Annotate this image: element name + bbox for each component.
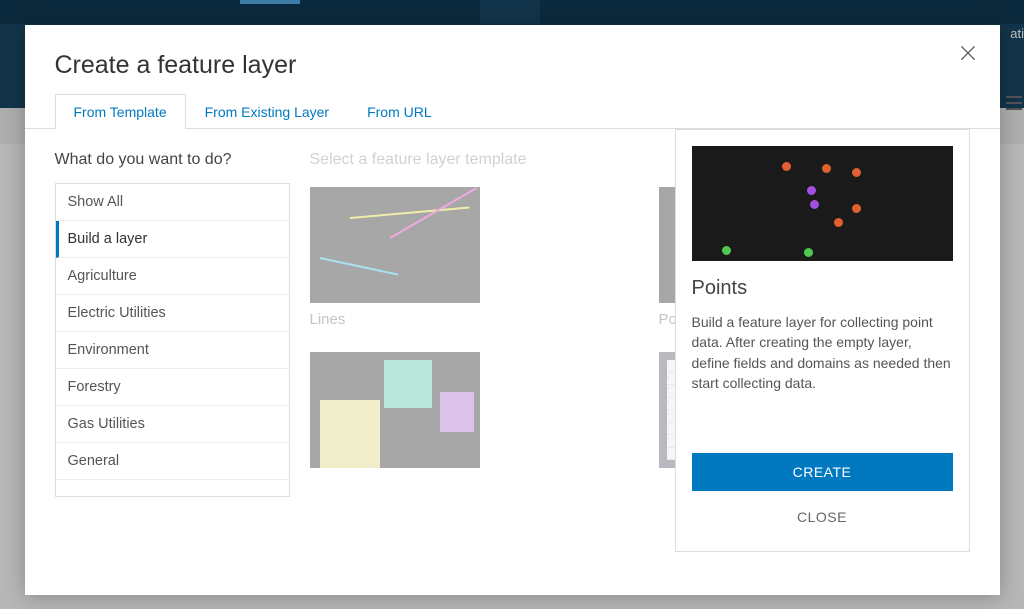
template-card[interactable] (310, 352, 629, 468)
category-item[interactable]: Gas Utilities (56, 406, 289, 443)
detail-title: Points (692, 277, 953, 300)
modal-title: Create a feature layer (25, 25, 1000, 94)
tab-row: From TemplateFrom Existing LayerFrom URL (25, 94, 1000, 129)
close-icon[interactable] (958, 43, 978, 68)
category-item[interactable]: Agriculture (56, 258, 289, 295)
create-button[interactable]: CREATE (692, 453, 953, 491)
point-marker (822, 164, 831, 173)
create-feature-layer-modal: Create a feature layer From TemplateFrom… (25, 25, 1000, 595)
detail-panel: Points Build a feature layer for collect… (675, 129, 970, 552)
point-marker (834, 218, 843, 227)
template-label: Lines (310, 311, 629, 328)
detail-description: Build a feature layer for collecting poi… (692, 312, 953, 393)
template-thumbnail (310, 352, 480, 468)
tab-from-template[interactable]: From Template (55, 94, 186, 129)
detail-thumbnail (692, 146, 953, 261)
modal-overlay: Create a feature layer From TemplateFrom… (0, 0, 1024, 609)
tab-from-existing-layer[interactable]: From Existing Layer (186, 94, 348, 129)
detail-actions: CREATE CLOSE (692, 453, 953, 535)
modal-body: What do you want to do? Show AllBuild a … (25, 129, 1000, 497)
category-item[interactable]: Build a layer (56, 221, 289, 258)
point-marker (782, 162, 791, 171)
point-marker (852, 168, 861, 177)
close-button[interactable]: CLOSE (692, 499, 953, 535)
tab-from-url[interactable]: From URL (348, 94, 451, 129)
template-thumbnail (310, 187, 480, 303)
template-card[interactable]: Lines (310, 187, 629, 328)
category-item[interactable]: Show All (56, 184, 289, 221)
point-marker (852, 204, 861, 213)
category-list[interactable]: Show AllBuild a layerAgricultureElectric… (55, 183, 290, 497)
point-marker (804, 248, 813, 257)
category-column: What do you want to do? Show AllBuild a … (55, 151, 290, 497)
category-item[interactable]: Electric Utilities (56, 295, 289, 332)
point-marker (807, 186, 816, 195)
category-item[interactable]: General (56, 443, 289, 480)
point-marker (722, 246, 731, 255)
point-marker (810, 200, 819, 209)
category-item[interactable]: Forestry (56, 369, 289, 406)
category-item[interactable]: Environment (56, 332, 289, 369)
prompt-label: What do you want to do? (55, 151, 290, 169)
